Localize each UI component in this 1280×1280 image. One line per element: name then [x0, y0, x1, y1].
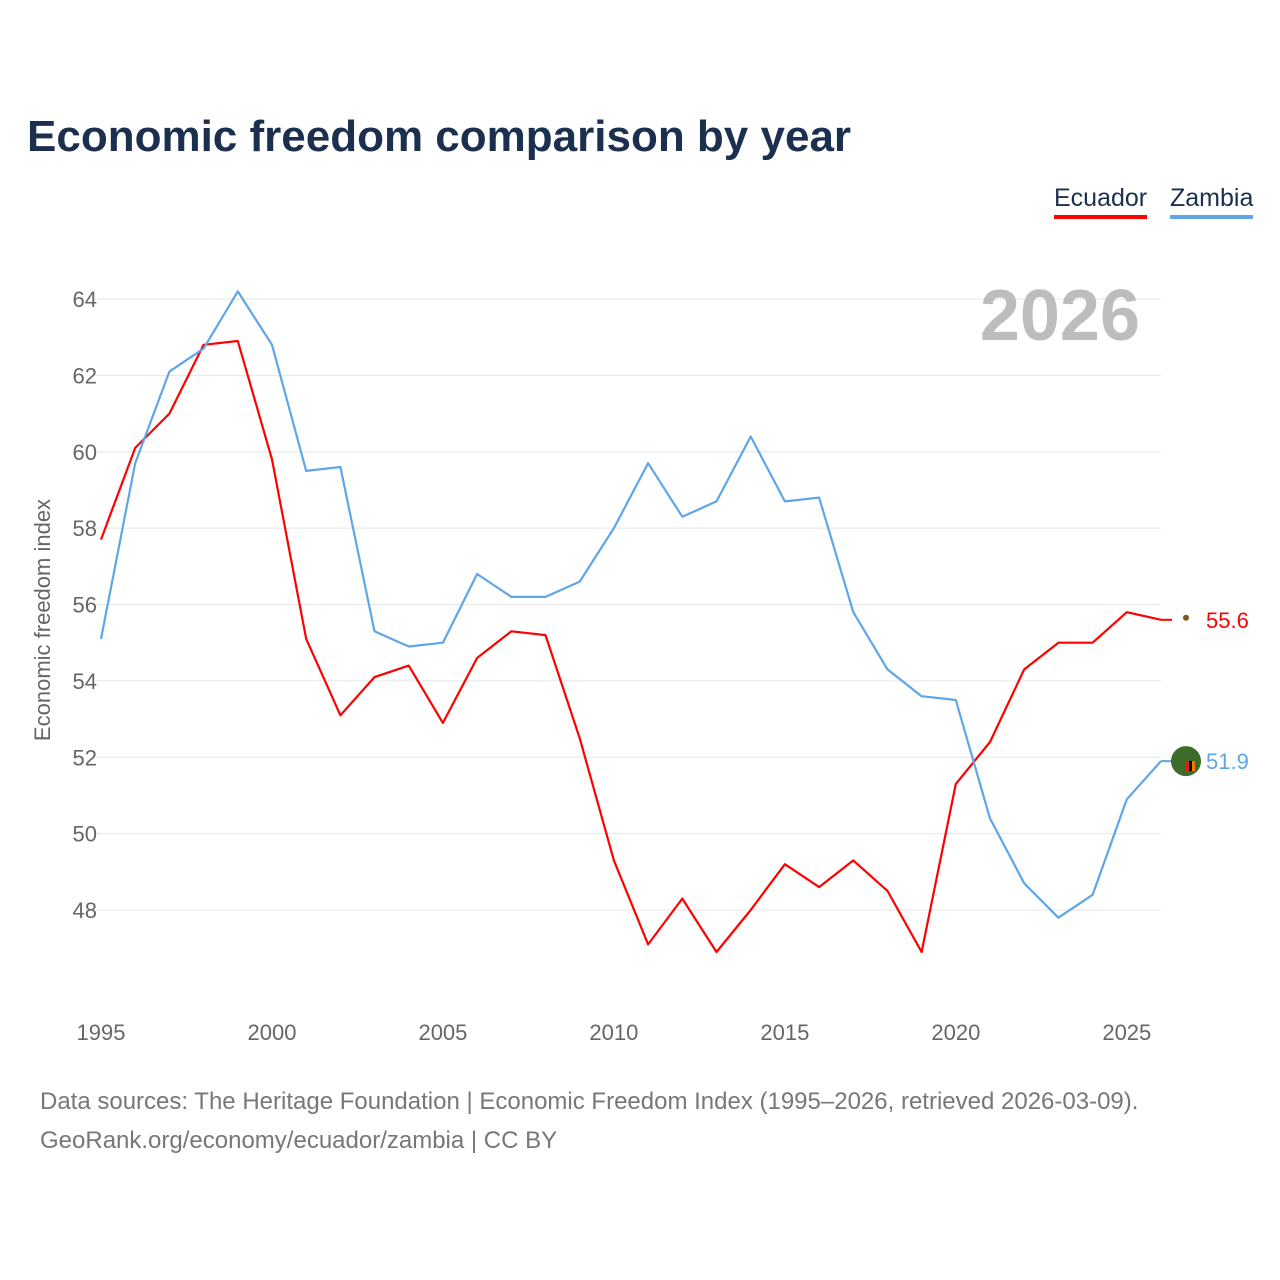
x-tick-label: 2020 — [931, 1020, 980, 1045]
data-point-zambia — [749, 434, 753, 438]
y-tick-label: 58 — [73, 516, 97, 541]
data-point-ecuador — [475, 656, 479, 660]
series-line-ecuador — [99, 339, 1162, 954]
y-tick-label: 54 — [73, 669, 97, 694]
data-point-ecuador — [1056, 641, 1060, 645]
data-point-zambia — [680, 515, 684, 519]
data-point-ecuador — [338, 713, 342, 717]
data-point-zambia — [236, 289, 240, 293]
y-tick-label: 62 — [73, 363, 97, 388]
data-point-ecuador — [885, 889, 889, 893]
data-point-ecuador — [407, 664, 411, 668]
x-tick-label: 2025 — [1102, 1020, 1151, 1045]
data-point-zambia — [167, 370, 171, 374]
chart-title: Economic freedom comparison by year — [27, 112, 852, 161]
data-point-ecuador — [236, 339, 240, 343]
data-point-zambia — [544, 595, 548, 599]
data-point-zambia — [407, 645, 411, 649]
data-point-ecuador — [578, 736, 582, 740]
data-point-zambia — [270, 343, 274, 347]
data-point-zambia — [817, 496, 821, 500]
data-point-ecuador — [544, 633, 548, 637]
data-point-zambia — [475, 572, 479, 576]
footer-sources: Data sources: The Heritage Foundation | … — [40, 1088, 1139, 1115]
data-point-zambia — [1091, 893, 1095, 897]
data-point-zambia — [441, 641, 445, 645]
legend-zambia[interactable]: Zambia — [1170, 184, 1254, 219]
y-tick-label: 56 — [73, 593, 97, 618]
footer-attribution: GeoRank.org/economy/ecuador/zambia | CC … — [40, 1127, 558, 1154]
data-point-zambia — [99, 637, 103, 641]
y-tick-label: 52 — [73, 745, 97, 770]
data-point-ecuador — [817, 885, 821, 889]
data-point-zambia — [646, 461, 650, 465]
data-point-ecuador — [167, 412, 171, 416]
data-point-zambia — [1056, 916, 1060, 920]
x-tick-label: 2010 — [589, 1020, 638, 1045]
y-tick-label: 60 — [73, 440, 97, 465]
zambia-flag-stripe — [1189, 761, 1192, 772]
data-point-zambia — [373, 629, 377, 633]
data-point-zambia — [783, 499, 787, 503]
year-watermark: 2026 — [980, 276, 1140, 356]
data-point-ecuador — [920, 950, 924, 954]
data-point-ecuador — [509, 629, 513, 633]
data-point-ecuador — [373, 675, 377, 679]
data-point-ecuador — [270, 457, 274, 461]
data-point-ecuador — [441, 721, 445, 725]
data-point-zambia — [851, 610, 855, 614]
zambia-flag-stripe — [1192, 761, 1195, 772]
data-point-ecuador — [749, 908, 753, 912]
data-point-ecuador — [646, 942, 650, 946]
line-chart: 48 50 52 54 56 58 60 62 64 1995 2000 2005 2010 2015 20… — [30, 276, 1249, 1045]
x-tick-label: 2000 — [247, 1020, 296, 1045]
data-point-ecuador — [133, 446, 137, 450]
data-point-ecuador — [612, 858, 616, 862]
x-tick-label: 2005 — [418, 1020, 467, 1045]
data-point-zambia — [612, 526, 616, 530]
data-point-zambia — [338, 465, 342, 469]
data-point-ecuador — [304, 637, 308, 641]
end-value-label-ecuador: 55.6 — [1206, 608, 1249, 633]
data-point-zambia — [988, 816, 992, 820]
data-point-ecuador — [680, 897, 684, 901]
legend-ecuador[interactable]: Ecuador — [1054, 184, 1148, 219]
data-point-zambia — [1022, 881, 1026, 885]
y-axis-label: Economic freedom index — [30, 499, 55, 741]
data-point-ecuador — [1125, 610, 1129, 614]
data-point-zambia — [202, 347, 206, 351]
zambia-flag-stripe — [1186, 761, 1189, 772]
data-point-ecuador — [954, 782, 958, 786]
end-value-label-zambia: 51.9 — [1206, 749, 1249, 774]
data-point-zambia — [304, 469, 308, 473]
data-point-zambia — [578, 580, 582, 584]
data-point-ecuador — [783, 862, 787, 866]
series-line-zambia — [99, 290, 1162, 919]
data-point-zambia — [920, 694, 924, 698]
data-point-ecuador — [1091, 641, 1095, 645]
data-point-ecuador — [714, 950, 718, 954]
data-point-ecuador — [1022, 667, 1026, 671]
data-point-ecuador — [988, 740, 992, 744]
data-point-zambia — [954, 698, 958, 702]
data-point-zambia — [885, 667, 889, 671]
y-tick-label: 50 — [73, 822, 97, 847]
data-point-ecuador — [851, 858, 855, 862]
x-tick-label: 2015 — [760, 1020, 809, 1045]
data-point-ecuador — [99, 538, 103, 542]
y-tick-label: 64 — [73, 287, 97, 312]
data-point-zambia — [714, 499, 718, 503]
data-point-zambia — [133, 461, 137, 465]
x-tick-label: 1995 — [77, 1020, 126, 1045]
y-tick-label: 48 — [73, 898, 97, 923]
ecuador-emblem — [1183, 614, 1189, 621]
data-point-zambia — [509, 595, 513, 599]
data-point-zambia — [1125, 797, 1129, 801]
